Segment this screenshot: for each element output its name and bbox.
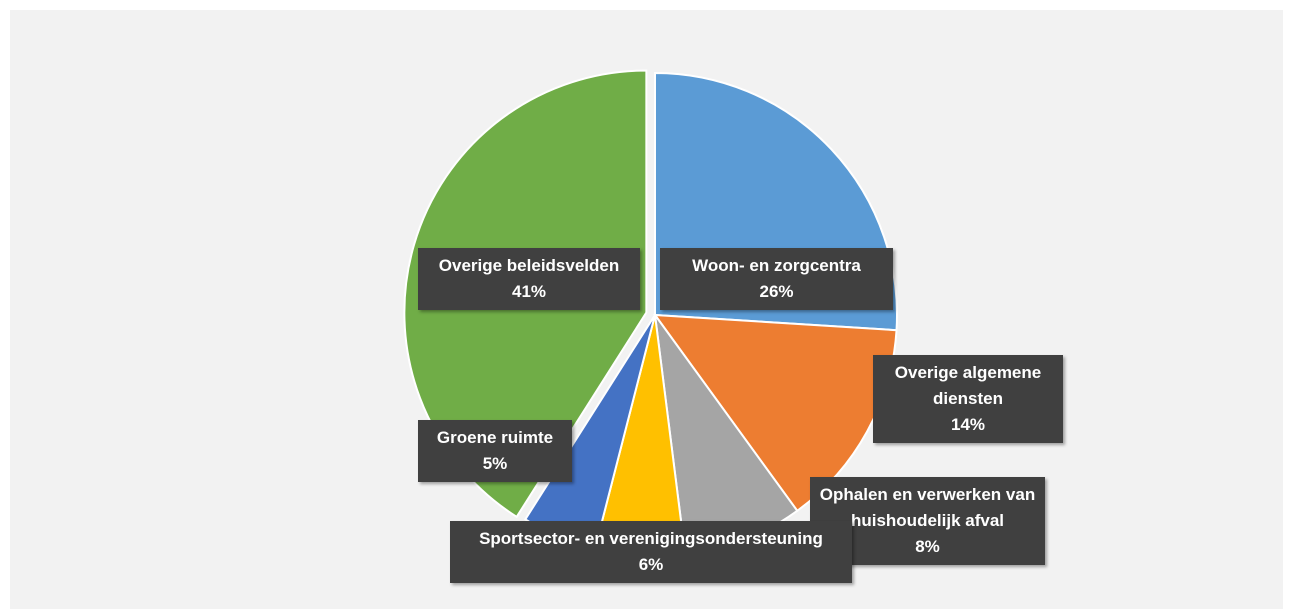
label-value: 8%: [915, 537, 940, 556]
label-category: Ophalen en verwerken van huishoudelijk a…: [819, 485, 1036, 530]
data-label: Overige beleidsvelden 41%: [418, 248, 640, 310]
data-label: Woon- en zorgcentra 26%: [660, 248, 893, 310]
label-category: Overige beleidsvelden: [438, 256, 620, 275]
label-category: Woon- en zorgcentra: [692, 256, 861, 275]
label-category: Groene ruimte: [436, 428, 554, 447]
label-category: Overige algemene diensten: [894, 363, 1042, 408]
data-label: Overige algemene diensten 14%: [873, 355, 1063, 443]
label-value: 14%: [950, 415, 986, 434]
data-label: Groene ruimte 5%: [418, 420, 572, 482]
label-value: 41%: [511, 282, 547, 301]
data-label: Sportsector- en verenigingsondersteuning…: [450, 521, 852, 583]
label-value: 6%: [638, 555, 664, 574]
label-value: 5%: [482, 454, 508, 473]
label-value: 26%: [759, 282, 794, 301]
label-category: Sportsector- en verenigingsondersteuning: [479, 529, 823, 548]
